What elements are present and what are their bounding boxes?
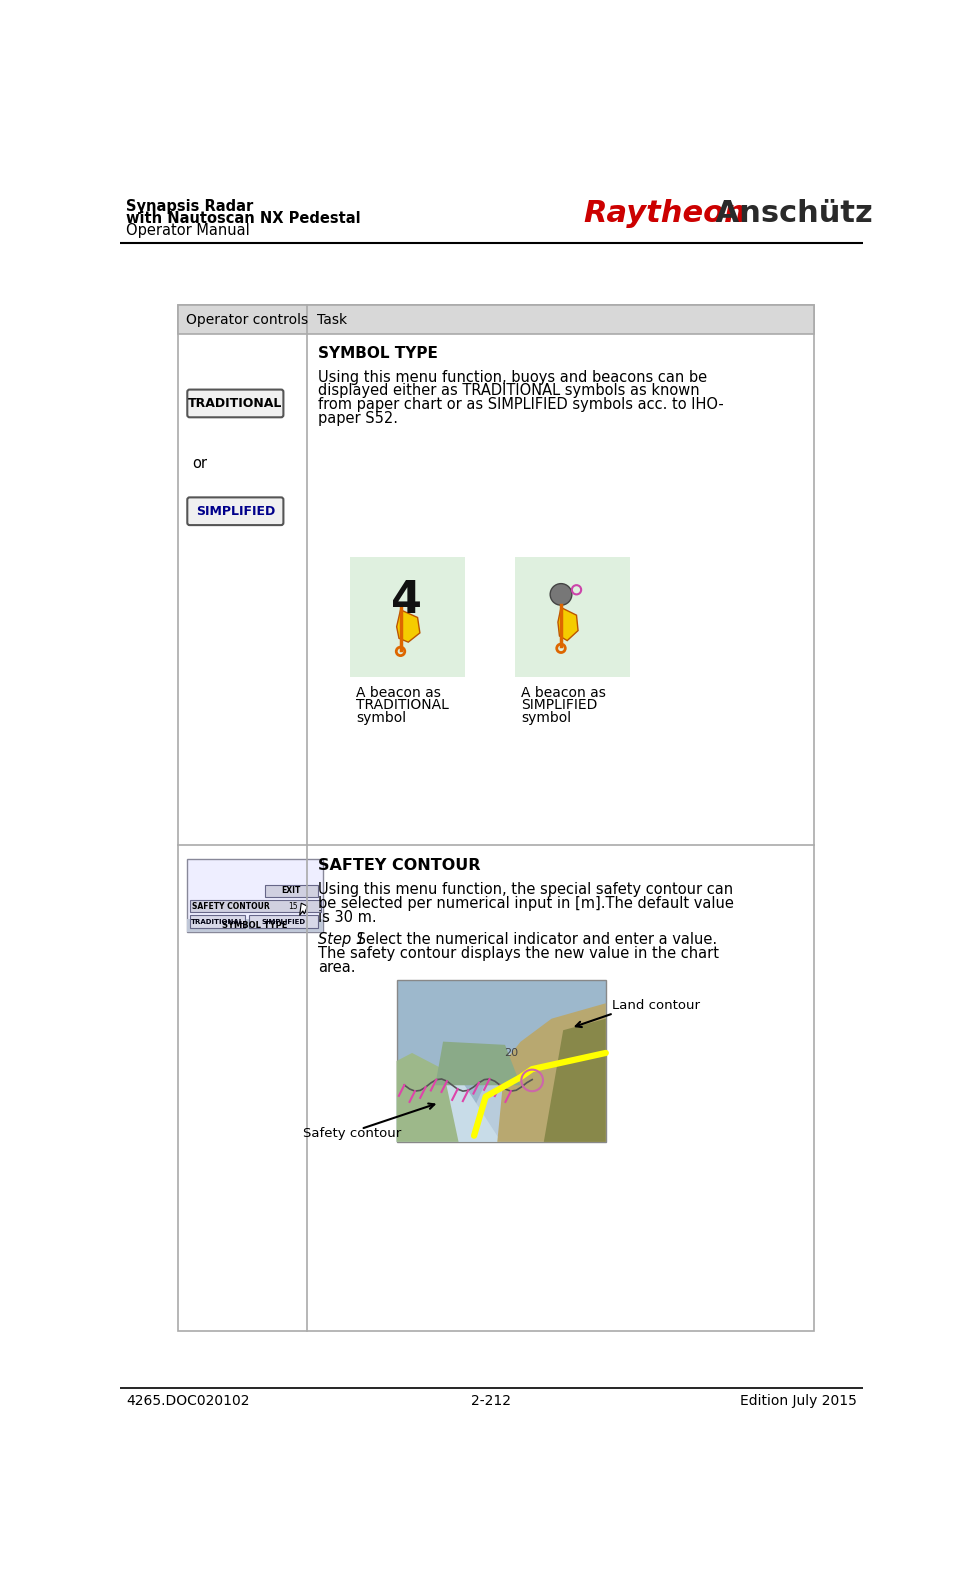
- Bar: [187, 859, 323, 932]
- Text: symbol: symbol: [356, 711, 407, 724]
- Text: 4265.DOC020102: 4265.DOC020102: [126, 1394, 249, 1408]
- Polygon shape: [299, 904, 308, 915]
- Text: Step 1: Step 1: [318, 932, 365, 947]
- Text: A beacon as: A beacon as: [522, 686, 606, 700]
- Text: with Nautoscan NX Pedestal: with Nautoscan NX Pedestal: [126, 212, 361, 226]
- Bar: [187, 918, 323, 932]
- Text: EXIT: EXIT: [281, 886, 301, 896]
- Text: TRADITIONAL: TRADITIONAL: [188, 396, 283, 410]
- Text: Operator controls: Operator controls: [186, 312, 308, 326]
- Text: A beacon as: A beacon as: [356, 686, 441, 700]
- Bar: [190, 915, 246, 928]
- Text: SYMBOL TYPE: SYMBOL TYPE: [222, 921, 288, 931]
- Text: Raytheon: Raytheon: [583, 199, 746, 228]
- Text: Operator Manual: Operator Manual: [126, 223, 250, 239]
- Text: Task: Task: [316, 312, 347, 326]
- Bar: [397, 980, 606, 1142]
- Text: SIMPLIFIED: SIMPLIFIED: [196, 504, 275, 517]
- Text: 20: 20: [504, 1048, 518, 1058]
- Bar: [265, 885, 317, 897]
- Text: 4: 4: [391, 579, 422, 622]
- Text: displayed either as TRADITIONAL symbols as known: displayed either as TRADITIONAL symbols …: [318, 383, 700, 398]
- FancyBboxPatch shape: [187, 390, 284, 417]
- Text: Land contour: Land contour: [612, 999, 700, 1012]
- Text: Select the numerical indicator and enter a value.: Select the numerical indicator and enter…: [352, 932, 717, 947]
- Polygon shape: [397, 1077, 502, 1142]
- Bar: [190, 901, 320, 912]
- Text: TRADITIONAL: TRADITIONAL: [191, 918, 245, 924]
- Text: SAFETY CONTOUR: SAFETY CONTOUR: [192, 902, 269, 910]
- Text: be selected per numerical input in [m].The default value: be selected per numerical input in [m].T…: [318, 896, 735, 912]
- Polygon shape: [558, 608, 578, 641]
- Bar: [178, 305, 813, 334]
- Polygon shape: [397, 609, 420, 643]
- Text: SIMPLIFIED: SIMPLIFIED: [522, 698, 597, 713]
- Bar: [350, 557, 465, 676]
- Polygon shape: [397, 1026, 606, 1142]
- Text: Using this menu function, the special safety contour can: Using this menu function, the special sa…: [318, 883, 734, 897]
- FancyBboxPatch shape: [187, 498, 284, 525]
- Text: SIMPLIFIED: SIMPLIFIED: [262, 918, 306, 924]
- Text: TRADITIONAL: TRADITIONAL: [356, 698, 449, 713]
- Bar: [515, 557, 630, 676]
- Text: or: or: [192, 455, 207, 471]
- Text: symbol: symbol: [522, 711, 572, 724]
- Bar: [249, 915, 317, 928]
- Text: Synapsis Radar: Synapsis Radar: [126, 199, 253, 213]
- Polygon shape: [498, 1004, 606, 1142]
- Text: from paper chart or as SIMPLIFIED symbols acc. to IHO-: from paper chart or as SIMPLIFIED symbol…: [318, 398, 724, 412]
- Text: 15: 15: [288, 902, 297, 910]
- Text: Anschütz: Anschütz: [705, 199, 873, 228]
- Text: Using this menu function, buoys and beacons can be: Using this menu function, buoys and beac…: [318, 369, 708, 385]
- Text: SAFTEY CONTOUR: SAFTEY CONTOUR: [318, 858, 480, 873]
- Text: 2-212: 2-212: [471, 1394, 511, 1408]
- Text: Edition July 2015: Edition July 2015: [740, 1394, 857, 1408]
- Text: paper S52.: paper S52.: [318, 410, 398, 426]
- Text: is 30 m.: is 30 m.: [318, 910, 377, 924]
- Bar: [178, 305, 813, 1330]
- Text: SYMBOL TYPE: SYMBOL TYPE: [318, 347, 438, 361]
- Text: The safety contour displays the new value in the chart: The safety contour displays the new valu…: [318, 947, 719, 961]
- Circle shape: [550, 584, 572, 605]
- Text: area.: area.: [318, 959, 356, 975]
- Text: Safety contour: Safety contour: [303, 1128, 401, 1141]
- Polygon shape: [544, 1018, 606, 1142]
- Polygon shape: [435, 1042, 521, 1085]
- Polygon shape: [397, 1053, 458, 1142]
